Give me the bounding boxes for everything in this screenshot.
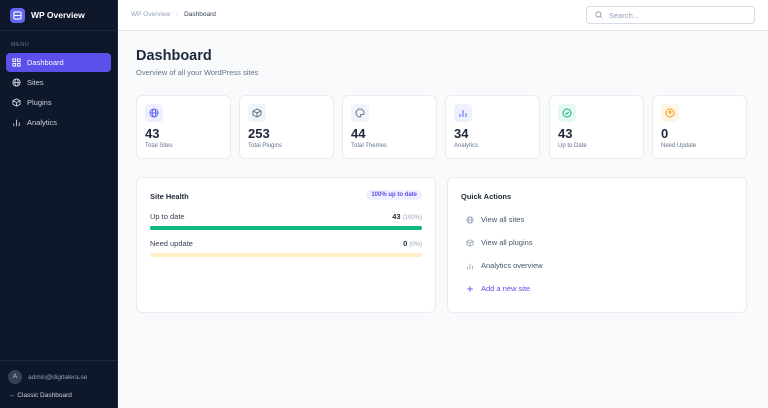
stat-card-total-sites[interactable]: 43 Total Sites — [136, 95, 231, 159]
stat-label: Total Sites — [145, 143, 173, 149]
stat-label: Analytics — [454, 143, 479, 149]
sidebar: WP Overview MENU Dashboard Sites Plugins… — [0, 0, 118, 408]
stat-value: 43 — [558, 126, 573, 141]
sidebar-item-analytics[interactable]: Analytics — [6, 113, 111, 132]
site-health-panel: Site Health 100% up to date Up to date 43… — [136, 177, 436, 313]
view-all-sites-link[interactable]: View all sites — [466, 215, 524, 224]
breadcrumb-current: Dashboard — [184, 11, 216, 18]
health-row-need-update: Need update 0 (0%) — [150, 239, 422, 248]
brand[interactable]: WP Overview — [0, 0, 117, 31]
analytics-overview-link[interactable]: Analytics overview — [466, 261, 543, 270]
quick-actions-title: Quick Actions — [461, 192, 512, 201]
search-input[interactable]: Search... — [586, 6, 755, 24]
logo-icon — [10, 7, 25, 23]
stat-label: Total Plugins — [248, 143, 283, 149]
search-icon — [595, 11, 603, 19]
progress-fill — [150, 226, 422, 230]
arrow-up-circle-icon — [661, 104, 679, 122]
check-circle-icon — [558, 104, 576, 122]
sidebar-item-sites[interactable]: Sites — [6, 73, 111, 92]
globe-icon — [466, 215, 474, 224]
menu-heading: MENU — [11, 42, 30, 48]
page-subtitle: Overview of all your WordPress sites — [136, 68, 259, 77]
health-row-up-to-date: Up to date 43 (100%) — [150, 212, 422, 221]
bar-chart-icon — [467, 263, 473, 269]
bar-chart-icon — [454, 104, 472, 122]
user-email: admin@digitalera.se — [28, 373, 88, 381]
avatar: A — [8, 370, 22, 384]
sidebar-item-plugins[interactable]: Plugins — [6, 93, 111, 112]
status-badge: 100% up to date — [366, 190, 422, 200]
stat-card-total-plugins[interactable]: 253 Total Plugins — [239, 95, 334, 159]
classic-dashboard-link[interactable]: ← Classic Dashboard — [9, 392, 72, 399]
sidebar-item-dashboard[interactable]: Dashboard — [6, 53, 111, 72]
stat-value: 34 — [454, 126, 469, 141]
stat-value: 253 — [248, 126, 270, 141]
view-all-plugins-link[interactable]: View all plugins — [466, 238, 533, 247]
site-health-title: Site Health — [150, 192, 189, 201]
package-icon — [466, 238, 474, 247]
app-title: WP Overview — [31, 10, 85, 20]
palette-icon — [351, 104, 369, 122]
package-icon — [248, 104, 266, 122]
need-update-progress — [150, 253, 422, 257]
up-to-date-progress — [150, 226, 422, 230]
globe-icon — [12, 78, 21, 87]
stat-card-total-themes[interactable]: 44 Total Themes — [342, 95, 437, 159]
page-title: Dashboard — [136, 48, 212, 64]
stat-card-analytics[interactable]: 34 Analytics — [445, 95, 540, 159]
breadcrumb-root[interactable]: WP Overview — [131, 11, 171, 18]
stat-label: Total Themes — [351, 143, 387, 149]
stat-value: 0 — [661, 126, 669, 141]
stat-value: 44 — [351, 126, 366, 141]
stat-card-need-update[interactable]: 0 Need Update — [652, 95, 747, 159]
bar-chart-icon — [13, 119, 20, 127]
globe-icon — [145, 104, 163, 122]
plus-icon — [467, 285, 473, 292]
quick-actions-panel: Quick Actions View all sites View all pl… — [447, 177, 747, 313]
stat-card-up-to-date[interactable]: 43 Up to Date — [549, 95, 644, 159]
grid-icon — [12, 58, 21, 67]
top-bar: WP Overview / Dashboard Search... — [118, 0, 768, 31]
add-new-site-link[interactable]: Add a new site — [466, 284, 530, 293]
breadcrumb: WP Overview / Dashboard — [131, 11, 216, 18]
package-icon — [12, 98, 21, 107]
stat-label: Up to Date — [558, 143, 587, 149]
stat-value: 43 — [145, 126, 160, 141]
stat-label: Need Update — [661, 143, 697, 149]
